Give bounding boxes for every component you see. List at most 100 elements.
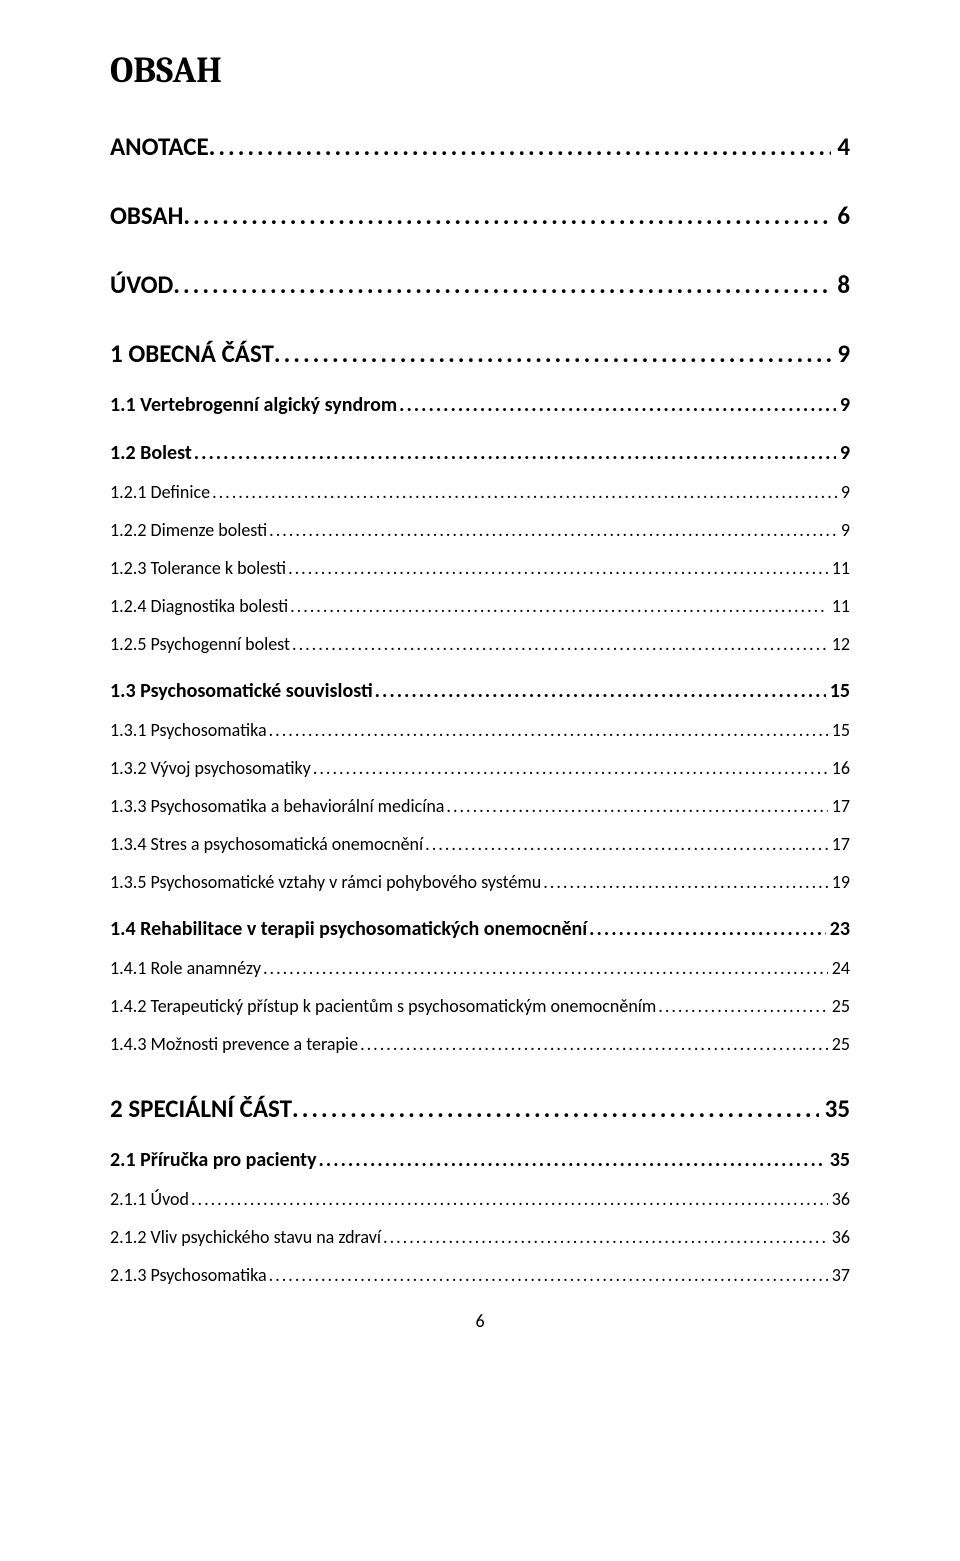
toc-row: 1.4 Rehabilitace v terapii psychosomatic… — [110, 917, 850, 941]
toc-entry-page: 23 — [826, 917, 850, 941]
toc-entry-page: 12 — [828, 633, 850, 655]
toc-entry-page: 9 — [831, 338, 850, 369]
toc-leader-dots — [274, 338, 831, 369]
toc-entry-label: 2 SPECIÁLNÍ ČÁST — [110, 1093, 292, 1124]
toc-leader-dots — [191, 1188, 828, 1210]
toc-leader-dots — [399, 393, 836, 417]
toc-row: 1.4.2 Terapeutický přístup k pacientům s… — [110, 995, 850, 1017]
toc-entry-page: 36 — [828, 1226, 850, 1248]
toc-entry-page: 9 — [836, 393, 850, 417]
toc-entry-page: 11 — [828, 595, 850, 617]
toc-entry-label: 1.4.3 Možnosti prevence a terapie — [110, 1033, 360, 1055]
toc-leader-dots — [313, 757, 828, 779]
toc-entry-page: 17 — [828, 833, 850, 855]
page-number: 6 — [110, 1310, 850, 1332]
toc-row: 1.4.1 Role anamnézy 24 — [110, 957, 850, 979]
toc-entry-page: 35 — [826, 1148, 850, 1172]
toc-row: 2.1 Příručka pro pacienty 35 — [110, 1148, 850, 1172]
toc-row: ÚVOD 8 — [110, 269, 850, 300]
toc-entry-label: ÚVOD — [110, 269, 173, 300]
toc-entry-label: 1.3.5 Psychosomatické vztahy v rámci poh… — [110, 871, 543, 893]
toc-leader-dots — [319, 1148, 826, 1172]
toc-row: 1.2.1 Definice 9 — [110, 481, 850, 503]
toc-entry-label: 1.3.3 Psychosomatika a behaviorální medi… — [110, 795, 446, 817]
toc-entry-label: OBSAH — [110, 200, 183, 231]
toc-row: 1.2.4 Diagnostika bolesti11 — [110, 595, 850, 617]
toc-entry-page: 11 — [828, 557, 850, 579]
toc-entry-label: 1.3.4 Stres a psychosomatická onemocnění — [110, 833, 425, 855]
toc-leader-dots — [173, 269, 831, 300]
toc-entry-label: ANOTACE — [110, 131, 209, 162]
toc-row: 1.3 Psychosomatické souvislosti 15 — [110, 679, 850, 703]
toc-entry-page: 15 — [826, 679, 850, 703]
toc-entry-label: 1.2.1 Definice — [110, 481, 212, 503]
toc-row: 1.2.2 Dimenze bolesti9 — [110, 519, 850, 541]
toc-entry-page: 8 — [831, 269, 850, 300]
toc-row: 1.4.3 Možnosti prevence a terapie 25 — [110, 1033, 850, 1055]
table-of-contents: ANOTACE 4 OBSAH 6 ÚVOD 8 1 OBECNÁ ČÁST 9 1.1 Ver… — [110, 131, 850, 1286]
toc-entry-label: 1.4.1 Role anamnézy — [110, 957, 263, 979]
toc-entry-label: 1.3.2 Vývoj psychosomatiky — [110, 757, 313, 779]
toc-row: 1.3.5 Psychosomatické vztahy v rámci poh… — [110, 871, 850, 893]
toc-entry-page: 15 — [828, 719, 850, 741]
toc-entry-page: 9 — [837, 519, 850, 541]
toc-row: 2.1.3 Psychosomatika 37 — [110, 1264, 850, 1286]
toc-leader-dots — [383, 1226, 828, 1248]
toc-row: ANOTACE 4 — [110, 131, 850, 162]
toc-row: 1.3.1 Psychosomatika 15 — [110, 719, 850, 741]
toc-row: 1.3.3 Psychosomatika a behaviorální medi… — [110, 795, 850, 817]
toc-leader-dots — [360, 1033, 828, 1055]
toc-entry-page: 9 — [837, 481, 850, 503]
toc-entry-page: 36 — [828, 1188, 850, 1210]
toc-entry-label: 1.1 Vertebrogenní algický syndrom — [110, 393, 399, 417]
toc-entry-label: 1.2.3 Tolerance k bolesti — [110, 557, 288, 579]
toc-leader-dots — [183, 200, 831, 231]
toc-entry-label: 1.4 Rehabilitace v terapii psychosomatic… — [110, 917, 589, 941]
toc-leader-dots — [658, 995, 827, 1017]
toc-entry-page: 25 — [828, 1033, 850, 1055]
toc-entry-label: 1.2.5 Psychogenní bolest — [110, 633, 292, 655]
toc-row: 1.2.5 Psychogenní bolest 12 — [110, 633, 850, 655]
toc-leader-dots — [446, 795, 827, 817]
toc-leader-dots — [269, 1264, 828, 1286]
toc-entry-page: 37 — [828, 1264, 850, 1286]
toc-entry-label: 2.1 Příručka pro pacienty — [110, 1148, 319, 1172]
toc-entry-label: 1.3.1 Psychosomatika — [110, 719, 269, 741]
toc-row: 1.3.4 Stres a psychosomatická onemocnění… — [110, 833, 850, 855]
toc-entry-page: 19 — [828, 871, 850, 893]
toc-leader-dots — [375, 679, 826, 703]
toc-entry-page: 6 — [831, 200, 850, 231]
toc-leader-dots — [543, 871, 827, 893]
toc-leader-dots — [209, 131, 832, 162]
toc-leader-dots — [589, 917, 826, 941]
toc-entry-label: 1 OBECNÁ ČÁST — [110, 338, 274, 369]
toc-entry-label: 1.3 Psychosomatické souvislosti — [110, 679, 375, 703]
toc-leader-dots — [288, 557, 828, 579]
toc-row: OBSAH 6 — [110, 200, 850, 231]
toc-entry-label: 1.4.2 Terapeutický přístup k pacientům s… — [110, 995, 658, 1017]
toc-entry-page: 4 — [831, 131, 850, 162]
toc-entry-label: 2.1.1 Úvod — [110, 1188, 191, 1210]
toc-leader-dots — [292, 633, 828, 655]
toc-entry-page: 25 — [828, 995, 850, 1017]
toc-leader-dots — [269, 719, 828, 741]
toc-row: 2 SPECIÁLNÍ ČÁST 35 — [110, 1093, 850, 1124]
toc-entry-label: 1.2 Bolest — [110, 441, 194, 465]
toc-leader-dots — [290, 595, 828, 617]
toc-leader-dots — [194, 441, 836, 465]
toc-row: 1.2.3 Tolerance k bolesti 11 — [110, 557, 850, 579]
toc-leader-dots — [269, 519, 837, 541]
toc-row: 1.3.2 Vývoj psychosomatiky 16 — [110, 757, 850, 779]
toc-leader-dots — [292, 1093, 819, 1124]
toc-entry-page: 9 — [836, 441, 850, 465]
toc-entry-label: 2.1.3 Psychosomatika — [110, 1264, 269, 1286]
toc-entry-page: 35 — [819, 1093, 850, 1124]
toc-leader-dots — [212, 481, 837, 503]
toc-row: 1 OBECNÁ ČÁST 9 — [110, 338, 850, 369]
toc-row: 2.1.1 Úvod 36 — [110, 1188, 850, 1210]
toc-row: 1.2 Bolest 9 — [110, 441, 850, 465]
toc-entry-page: 16 — [828, 757, 850, 779]
page-title: OBSAH — [110, 50, 850, 91]
toc-entry-page: 24 — [828, 957, 850, 979]
toc-leader-dots — [425, 833, 828, 855]
